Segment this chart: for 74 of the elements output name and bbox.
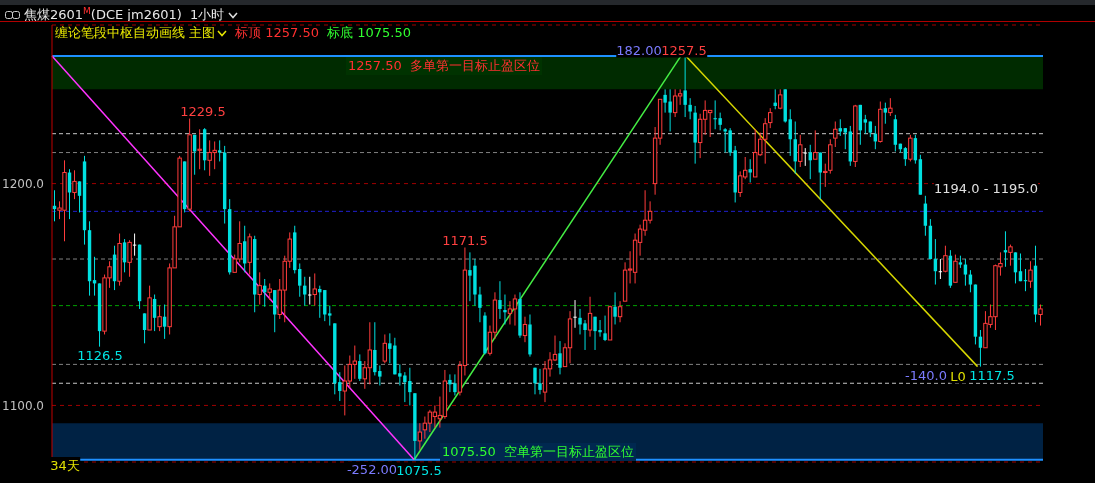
candlestick [587, 296, 593, 338]
candlestick [127, 239, 132, 278]
candlestick [533, 367, 537, 395]
candlestick [843, 127, 847, 150]
candlestick [943, 245, 948, 273]
candlestick [672, 88, 678, 118]
candlestick [908, 134, 913, 162]
candlestick [157, 305, 162, 332]
candlestick [328, 305, 332, 327]
y-tick-label: 1100.0 [2, 398, 44, 413]
candlestick [77, 180, 82, 213]
candlestick [573, 299, 577, 329]
candlestick [798, 134, 803, 168]
annotation: 标顶 1257.50 [235, 24, 320, 42]
candlestick [803, 147, 807, 167]
annotation: 1229.5 [180, 103, 226, 119]
annotation: L0 [950, 368, 966, 384]
candlestick [432, 404, 438, 429]
candlestick [748, 158, 752, 183]
candlestick [768, 107, 773, 129]
candlestick [503, 294, 507, 325]
candlestick [613, 291, 617, 325]
annotation: 标底 1075.50 [327, 24, 411, 42]
candlestick [132, 233, 137, 257]
candlestick [498, 280, 502, 320]
candlestick [603, 315, 607, 342]
candlestick [512, 294, 518, 327]
chart-subtitle: 缠论笔段中枢自动画线 主图 [55, 24, 216, 42]
candlestick [522, 316, 528, 343]
candlestick [1008, 244, 1013, 267]
annotation: 1171.5 [442, 232, 488, 248]
candlestick [938, 258, 943, 280]
candlestick [813, 129, 818, 160]
annotation: 1194.0 - 1195.0 [934, 180, 1038, 196]
candlestick [1038, 304, 1043, 327]
candlestick [542, 360, 548, 403]
annotation: 34天 [50, 457, 80, 475]
candlestick [358, 353, 362, 382]
candlestick [823, 163, 828, 188]
candlestick [507, 300, 513, 325]
annotation: 1257.5 [661, 42, 707, 58]
candlestick [683, 55, 687, 118]
candlestick [863, 114, 868, 135]
candlestick [312, 272, 317, 307]
text: 1075.5 [396, 462, 442, 478]
candlestick [72, 169, 77, 200]
candlestick [217, 139, 222, 162]
candlestick [883, 102, 888, 125]
annotation: 182.00 [616, 42, 662, 58]
candlestick [303, 276, 307, 307]
chart-title: 焦煤2601$^{M}$(DCE jm2601) 1小时 [24, 6, 225, 25]
candlestick [617, 300, 623, 323]
annotation: 1117.5 [969, 367, 1015, 383]
annotation: -140.0 [905, 367, 947, 383]
candlestick [833, 120, 838, 148]
candlestick [308, 276, 312, 305]
candlestick [257, 271, 262, 305]
candlestick [558, 340, 562, 375]
band-label: 1257.50 多单第一目标止盈区位 [346, 57, 543, 76]
y-tick-label: 1200.0 [2, 176, 44, 191]
candlestick [953, 254, 958, 283]
candlestick [427, 409, 433, 433]
candlestick [478, 286, 482, 323]
candlestick [688, 97, 692, 120]
candlestick [417, 422, 423, 451]
candlestick [707, 109, 713, 138]
candlestick [1028, 260, 1033, 289]
candlestick [382, 333, 388, 364]
band-label: 1075.50 空单第一目标止盈区位 [440, 442, 637, 461]
annotation: 1126.5 [77, 347, 123, 363]
candlestick [338, 371, 342, 402]
annotation: -252.00 [346, 461, 398, 477]
candlestick [197, 128, 202, 170]
candlestick [538, 368, 542, 395]
